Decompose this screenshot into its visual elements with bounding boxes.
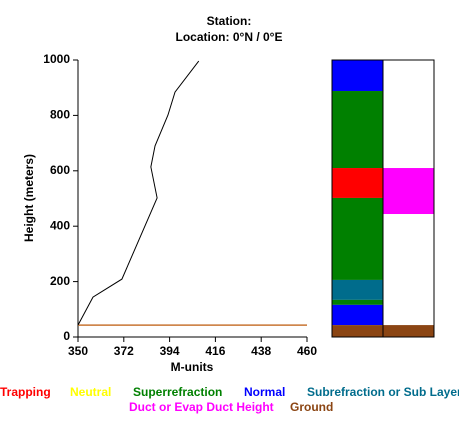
legend-entry: Trapping <box>0 385 51 399</box>
y-tick-label: 400 <box>50 218 70 232</box>
x-tick-label: 416 <box>205 344 225 358</box>
band-segment <box>332 299 383 305</box>
chart-subtitle: Location: 0°N / 0°E <box>176 30 283 44</box>
band-segment <box>332 325 383 337</box>
y-tick-label: 0 <box>63 329 70 343</box>
band-segment <box>332 279 383 300</box>
y-tick-label: 1000 <box>43 52 70 66</box>
legend-entry: Neutral <box>70 385 111 399</box>
x-tick-label: 460 <box>297 344 317 358</box>
y-tick-label: 600 <box>50 163 70 177</box>
profile-line <box>77 60 200 326</box>
y-axis-label: Height (meters) <box>22 154 36 242</box>
legend-entry: Superrefraction <box>133 385 222 399</box>
band-border <box>382 59 435 338</box>
y-tick-label: 200 <box>50 274 70 288</box>
x-tick-label: 350 <box>68 344 88 358</box>
legend-entry: Ground <box>290 400 333 414</box>
band-segment <box>332 91 383 169</box>
band-segment <box>332 168 383 198</box>
band-segment <box>332 304 383 326</box>
x-tick-label: 372 <box>114 344 134 358</box>
x-tick-label: 394 <box>160 344 180 358</box>
x-axis-label: M-units <box>171 360 214 374</box>
y-tick-label: 800 <box>50 108 70 122</box>
band-segment <box>332 197 383 280</box>
band-segment <box>332 60 383 92</box>
chart-title: Station: <box>207 14 252 28</box>
x-tick-label: 438 <box>251 344 271 358</box>
legend-entry: Duct or Evap Duct Height <box>129 400 274 414</box>
band-segment <box>383 168 434 215</box>
legend-entry: Normal <box>244 385 285 399</box>
legend-entry: Subrefraction or Sub Layer <box>307 385 459 399</box>
band-segment <box>383 325 434 337</box>
